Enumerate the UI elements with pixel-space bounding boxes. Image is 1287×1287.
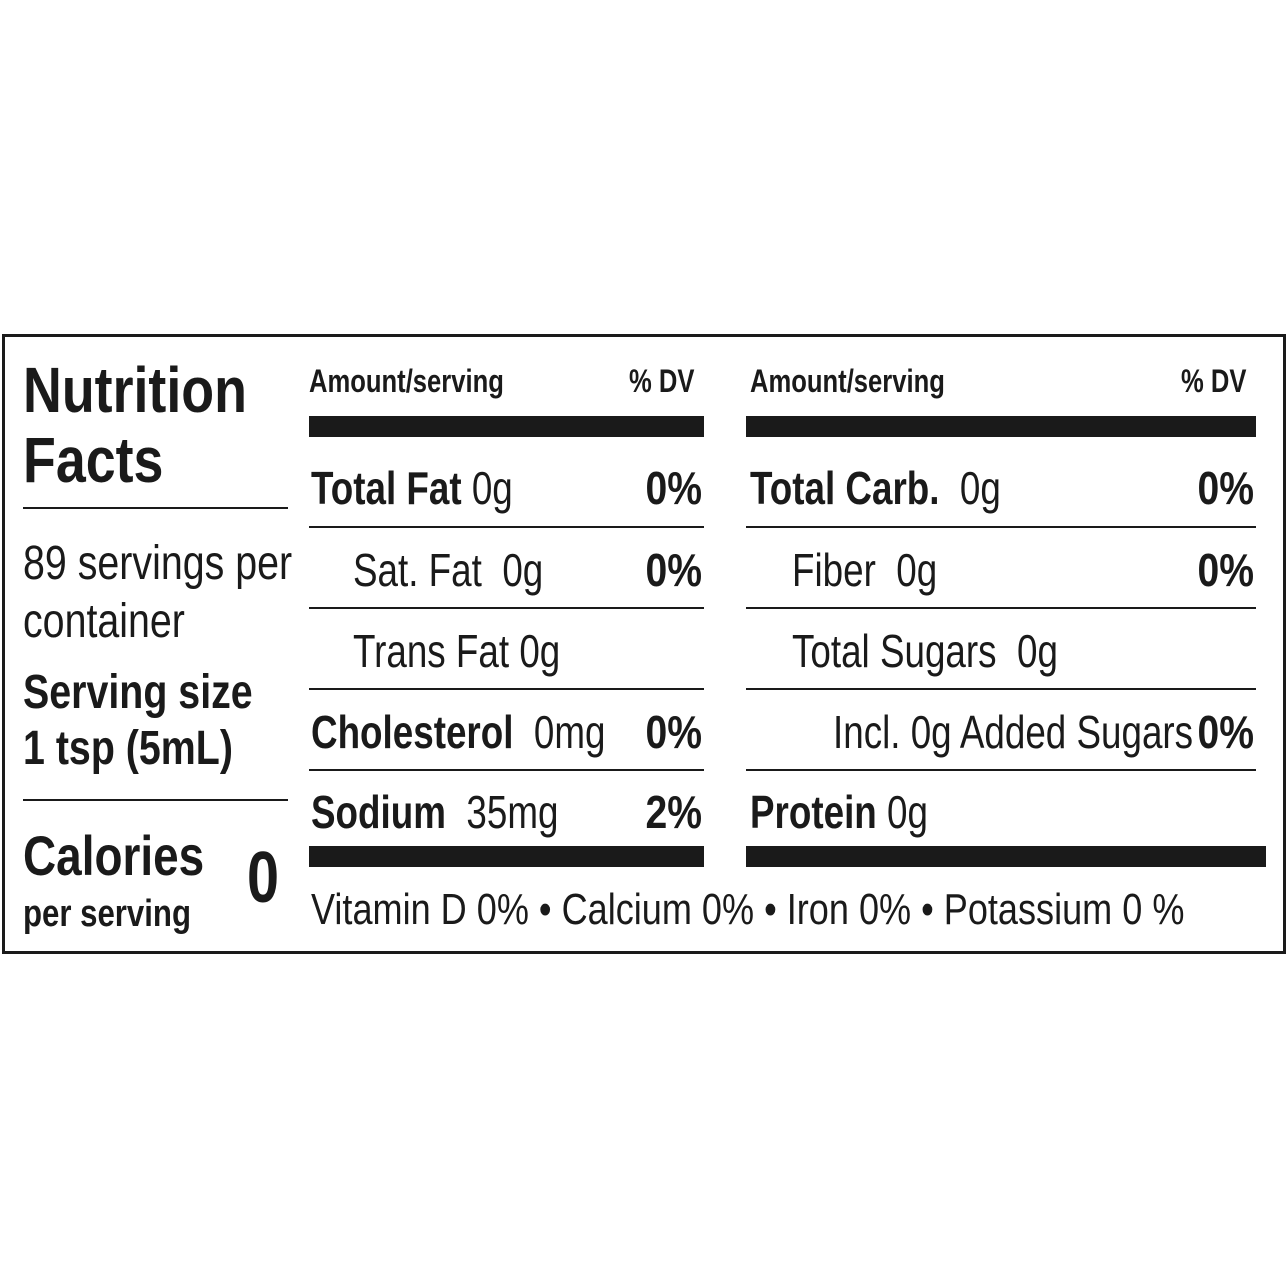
dv-header: % DV <box>629 363 695 399</box>
amount-serving-header: Amount/serving <box>309 363 504 399</box>
dv-header: % DV <box>1181 363 1247 399</box>
serving-size: Serving size 1 tsp (5mL) <box>23 666 253 775</box>
added-sugars-dv: 0% <box>1197 706 1254 758</box>
vitamins-line: Vitamin D 0% • Calcium 0% • Iron 0% • Po… <box>311 885 1185 934</box>
total-sugars-row: Total Sugars 0g <box>792 625 1058 677</box>
divider <box>309 688 704 690</box>
nutrition-facts-panel: Nutrition Facts 89 servings per containe… <box>2 334 1286 954</box>
divider <box>23 799 288 801</box>
fiber-row: Fiber 0g <box>792 544 938 596</box>
thick-bar <box>309 416 704 437</box>
sat-fat-row: Sat. Fat 0g <box>353 544 544 596</box>
sat-fat-dv: 0% <box>645 544 702 596</box>
calories-per-serving: per serving <box>23 893 191 935</box>
thick-bar <box>309 846 704 867</box>
sodium-dv: 2% <box>645 786 702 838</box>
calories-label: Calories <box>23 824 205 887</box>
total-carb-row: Total Carb. 0g <box>750 462 1001 514</box>
calories-value: 0 <box>247 838 280 918</box>
panel-title: Nutrition Facts <box>23 354 247 496</box>
divider <box>309 526 704 528</box>
divider <box>309 769 704 771</box>
divider <box>23 507 288 509</box>
protein-row: Protein 0g <box>750 786 928 838</box>
thick-bar <box>746 846 1266 867</box>
servings-per-container: 89 servings per container <box>23 537 293 648</box>
thick-bar <box>746 416 1256 437</box>
divider <box>746 607 1256 609</box>
fiber-dv: 0% <box>1197 544 1254 596</box>
total-carb-dv: 0% <box>1197 462 1254 514</box>
divider <box>746 688 1256 690</box>
cholesterol-row: Cholesterol 0mg <box>311 706 606 758</box>
divider <box>746 526 1256 528</box>
sodium-row: Sodium 35mg <box>311 786 559 838</box>
divider <box>746 769 1256 771</box>
total-fat-row: Total Fat 0g <box>311 462 513 514</box>
trans-fat-row: Trans Fat 0g <box>353 625 561 677</box>
divider <box>309 607 704 609</box>
added-sugars-row: Incl. 0g Added Sugars <box>833 706 1194 758</box>
amount-serving-header: Amount/serving <box>750 363 945 399</box>
cholesterol-dv: 0% <box>645 706 702 758</box>
total-fat-dv: 0% <box>645 462 702 514</box>
